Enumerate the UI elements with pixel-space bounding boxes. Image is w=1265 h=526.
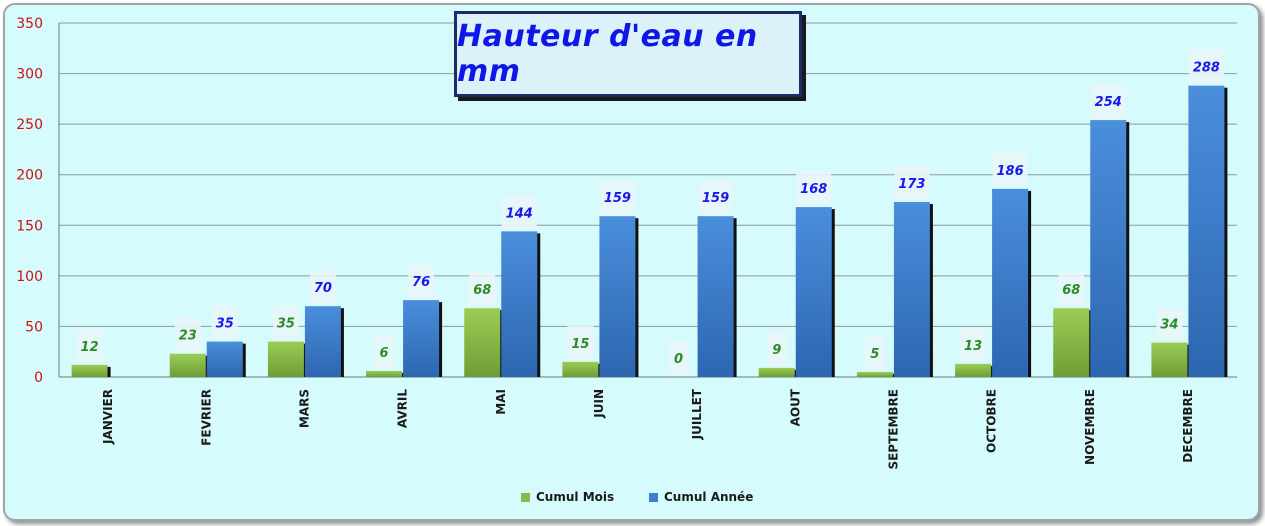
data-label: 186: [997, 164, 1024, 179]
data-label-box: [1156, 306, 1183, 341]
x-tick-label: MAI: [494, 389, 508, 415]
legend-label-cumul-mois: Cumul Mois: [536, 490, 615, 504]
data-label-box: [766, 331, 787, 366]
y-tick-label: 150: [16, 218, 43, 234]
legend-swatch-green: [521, 492, 530, 502]
data-label-box: [960, 327, 987, 362]
data-label: 35: [277, 317, 295, 332]
bar-cumul-mois: [366, 370, 403, 377]
bar-cumul-annee: [697, 216, 734, 377]
data-label: 9: [772, 343, 781, 358]
data-label-box: [1090, 84, 1126, 119]
data-label: 70: [314, 281, 332, 296]
bar-cumul-annee: [795, 207, 832, 377]
data-label-box: [567, 325, 594, 360]
bar-cumul-annee: [1188, 85, 1225, 378]
data-label-box: [698, 180, 734, 215]
y-tick-label: 350: [16, 16, 43, 32]
x-tick-label: MARS: [297, 389, 311, 428]
y-tick-label: 100: [16, 269, 43, 285]
data-label: 76: [412, 275, 430, 290]
bar-cumul-mois: [169, 353, 206, 377]
data-label: 6: [380, 346, 389, 361]
data-label: 144: [506, 206, 533, 221]
data-label-box: [76, 328, 103, 363]
bar-cumul-mois: [856, 371, 893, 377]
data-label: 5: [870, 347, 879, 362]
bar-cumul-mois: [71, 364, 108, 377]
legend-swatch-blue: [649, 492, 658, 502]
bar-cumul-mois: [955, 363, 992, 377]
data-label-box: [796, 171, 832, 206]
data-label: 0: [674, 352, 683, 367]
data-label-box: [668, 341, 689, 375]
y-tick-label: 200: [16, 168, 43, 184]
y-tick-label: 50: [25, 319, 43, 335]
x-tick-label: FEVRIER: [199, 389, 213, 446]
data-label-box: [309, 270, 336, 305]
legend-label-cumul-annee: Cumul Année: [664, 490, 754, 504]
x-tick-label: JUILLET: [690, 388, 704, 440]
data-label-box: [894, 166, 930, 201]
data-label: 173: [898, 177, 925, 192]
data-label-box: [408, 264, 435, 299]
data-label: 15: [571, 337, 589, 352]
data-label: 254: [1095, 95, 1122, 110]
bar-cumul-annee: [403, 300, 440, 377]
bar-cumul-annee: [1090, 120, 1127, 378]
x-tick-label: SEPTEMBRE: [886, 389, 900, 470]
data-label-box: [992, 152, 1028, 187]
bar-cumul-annee: [599, 216, 636, 377]
y-tick-label: 250: [16, 117, 43, 133]
bar-cumul-annee: [501, 231, 538, 377]
bar-cumul-annee: [206, 341, 243, 377]
x-tick-label: NOVEMBRE: [1083, 389, 1097, 465]
data-label: 159: [604, 191, 631, 206]
data-label: 34: [1160, 318, 1178, 333]
y-tick-label: 0: [34, 370, 43, 386]
data-label-box: [272, 305, 299, 340]
data-label-box: [174, 317, 201, 352]
x-tick-label: OCTOBRE: [985, 389, 999, 453]
x-tick-label: AOUT: [788, 388, 802, 426]
x-tick-label: DECEMBRE: [1181, 389, 1195, 463]
legend-item-cumul-annee: Cumul Année: [649, 488, 753, 506]
data-label: 68: [473, 283, 491, 298]
chart-frame: 0 50 100 150 200 250 300 350 JANVIER FEVRIER MARS A…: [3, 3, 1260, 521]
data-label: 12: [81, 340, 99, 355]
legend-item-cumul-mois: Cumul Mois: [521, 488, 614, 506]
bar-cumul-mois: [267, 341, 304, 377]
data-label-box: [469, 272, 496, 307]
x-tick-label: JANVIER: [101, 389, 115, 445]
bar-cumul-annee: [893, 202, 930, 377]
bar-cumul-annee: [992, 188, 1029, 377]
data-label: 35: [216, 317, 234, 332]
bar-cumul-mois: [464, 308, 501, 377]
data-label-box: [501, 195, 537, 230]
bar-cumul-mois: [562, 361, 599, 377]
bar-cumul-mois: [1151, 342, 1188, 377]
data-label: 68: [1062, 283, 1080, 298]
data-label-box: [211, 305, 238, 340]
data-label-box: [864, 335, 885, 370]
data-label: 23: [179, 329, 197, 344]
y-tick-label: 300: [16, 67, 43, 83]
data-label-box: [374, 334, 395, 369]
x-tick-label: JUIN: [592, 389, 606, 419]
bar-cumul-mois: [1053, 308, 1090, 377]
chart-title-box: Hauteur d'eau en mm: [454, 11, 802, 97]
data-label: 288: [1193, 61, 1220, 76]
bar-cumul-annee: [304, 306, 341, 377]
x-tick-label: AVRIL: [396, 389, 410, 428]
data-label-box: [599, 180, 635, 215]
data-label: 13: [964, 339, 982, 354]
data-label: 168: [800, 182, 827, 197]
bar-cumul-mois: [758, 367, 795, 377]
data-label-box: [1058, 272, 1085, 307]
data-label: 159: [702, 191, 729, 206]
data-label-box: [1188, 49, 1224, 84]
chart-title: Hauteur d'eau en mm: [457, 19, 758, 89]
